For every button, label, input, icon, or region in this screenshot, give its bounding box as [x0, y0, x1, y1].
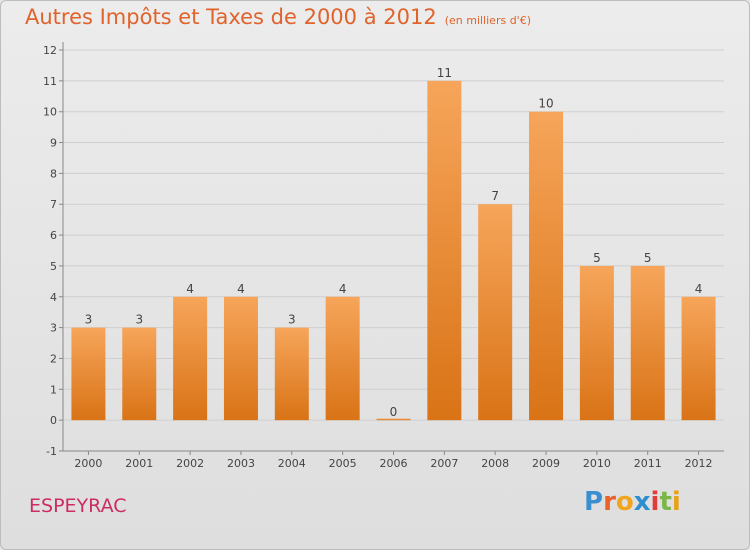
commune-name: ESPEYRAC — [29, 495, 127, 517]
x-tick-label: 2011 — [634, 457, 662, 470]
x-tick-label: 2012 — [685, 457, 713, 470]
x-tick-label: 2004 — [278, 457, 306, 470]
bar — [223, 296, 258, 421]
y-tick-label: 0 — [50, 414, 57, 427]
y-tick-label: 2 — [50, 352, 57, 365]
data-label: 5 — [593, 251, 601, 265]
bar — [478, 204, 513, 421]
data-label: 4 — [339, 282, 347, 296]
bar — [681, 296, 716, 421]
y-tick-label: -1 — [46, 445, 57, 458]
bar — [376, 418, 411, 421]
bar — [579, 265, 614, 421]
y-tick-label: 11 — [43, 75, 57, 88]
proxiti-logo: Proxiti — [584, 487, 681, 517]
chart-title-text: Autres Impôts et Taxes de 2000 à 2012 — [25, 5, 437, 29]
bar — [529, 111, 564, 421]
bar — [71, 327, 106, 421]
x-tick-label: 2005 — [329, 457, 357, 470]
data-label: 5 — [644, 251, 652, 265]
bar — [630, 265, 665, 421]
y-tick-label: 5 — [50, 260, 57, 273]
logo-letter: x — [633, 487, 651, 517]
bar — [427, 80, 462, 421]
x-tick-label: 2010 — [583, 457, 611, 470]
y-tick-label: 10 — [43, 106, 57, 119]
x-tick-label: 2009 — [532, 457, 560, 470]
x-tick-label: 2001 — [125, 457, 153, 470]
y-tick-label: 4 — [50, 291, 57, 304]
bar — [173, 296, 208, 421]
y-tick-label: 1 — [50, 383, 57, 396]
y-tick-label: 12 — [43, 44, 57, 57]
data-label: 4 — [186, 282, 194, 296]
x-tick-label: 2002 — [176, 457, 204, 470]
data-label: 7 — [491, 189, 499, 203]
logo-letter: r — [603, 487, 616, 517]
bar — [325, 296, 360, 421]
data-label: 3 — [135, 313, 143, 327]
chart-title: Autres Impôts et Taxes de 2000 à 2012 (en… — [25, 5, 531, 29]
x-tick-label: 2003 — [227, 457, 255, 470]
x-tick-label: 2008 — [481, 457, 509, 470]
logo-letter: i — [650, 487, 660, 517]
logo-letter: o — [615, 487, 634, 517]
y-tick-label: 9 — [50, 137, 57, 150]
chart-subtitle: (en milliers d'€) — [444, 14, 531, 27]
logo-letter: t — [659, 487, 672, 517]
data-label: 4 — [695, 282, 703, 296]
logo-letter: i — [671, 487, 681, 517]
data-label: 4 — [237, 282, 245, 296]
x-tick-label: 2007 — [430, 457, 458, 470]
data-label: 3 — [85, 313, 93, 327]
data-label: 0 — [390, 405, 398, 419]
data-label: 11 — [437, 66, 452, 80]
bar — [274, 327, 309, 421]
y-tick-label: 7 — [50, 198, 57, 211]
x-tick-label: 2006 — [380, 457, 408, 470]
y-tick-label: 6 — [50, 229, 57, 242]
y-tick-label: 8 — [50, 167, 57, 180]
x-tick-label: 2000 — [74, 457, 102, 470]
logo-letter: P — [584, 487, 604, 517]
data-label: 10 — [538, 97, 553, 111]
data-label: 3 — [288, 313, 296, 327]
y-tick-label: 3 — [50, 322, 57, 335]
bar — [122, 327, 157, 421]
